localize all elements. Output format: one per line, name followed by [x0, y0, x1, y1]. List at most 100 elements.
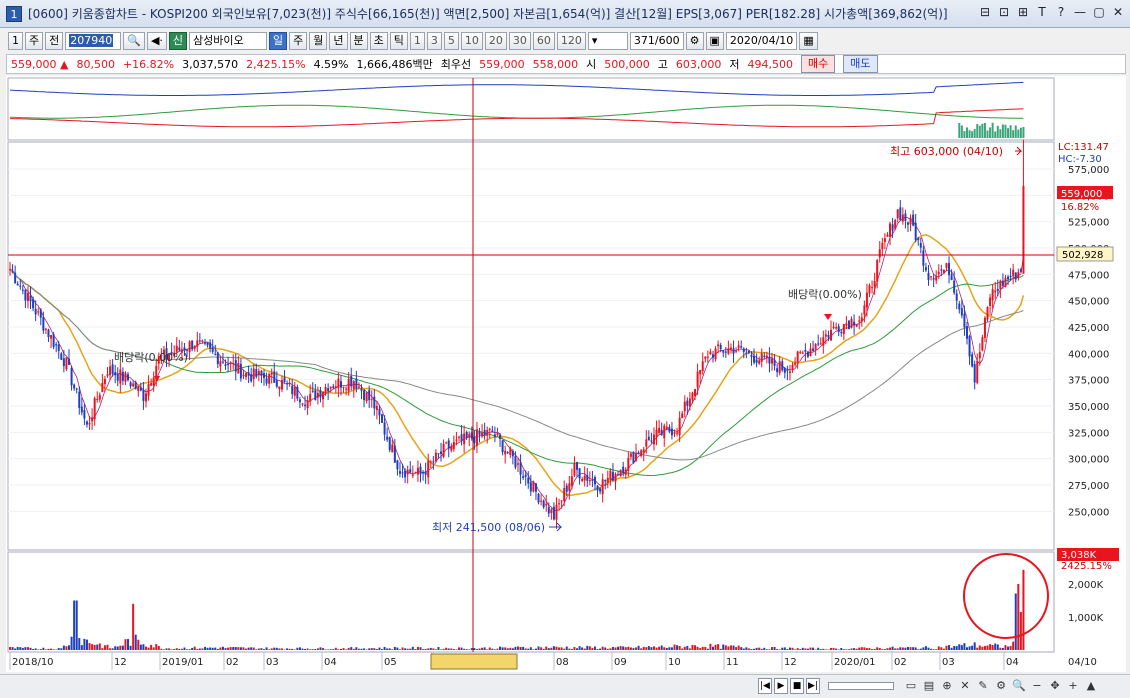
- candle-body: [817, 343, 820, 345]
- volume-bar: [132, 603, 135, 650]
- volume-bar: [570, 649, 573, 650]
- candle-body: [144, 393, 147, 402]
- next-icon[interactable]: ▶|: [806, 678, 820, 694]
- volume-bar: [11, 647, 14, 650]
- candle-body: [160, 355, 163, 357]
- move-icon[interactable]: ✥: [1050, 679, 1060, 692]
- interval-day[interactable]: 일: [269, 32, 288, 50]
- candle-body: [411, 474, 414, 476]
- candle-body: [132, 383, 135, 387]
- interval-tick[interactable]: 틱: [389, 32, 408, 50]
- candle-body: [129, 382, 132, 387]
- interval-year[interactable]: 년: [329, 32, 348, 50]
- volume-bar: [971, 645, 974, 650]
- maximize-button[interactable]: ▢: [1093, 5, 1105, 19]
- stop-icon[interactable]: ■: [790, 678, 804, 694]
- volume-bar: [860, 647, 863, 650]
- minus-icon[interactable]: −: [1032, 679, 1042, 692]
- volume-bar: [121, 645, 124, 650]
- interval-month[interactable]: 월: [309, 32, 328, 50]
- close-button[interactable]: ✕: [1112, 5, 1124, 19]
- print-icon[interactable]: ▤: [923, 679, 935, 692]
- interval-second[interactable]: 초: [369, 32, 388, 50]
- layout-split-icon[interactable]: ⊟: [979, 5, 991, 19]
- period-type-select[interactable]: 주: [25, 32, 44, 50]
- volume-bar: [332, 649, 335, 650]
- range-20[interactable]: 20: [484, 32, 507, 50]
- candle-body: [304, 404, 307, 407]
- layout-tile-icon[interactable]: ⊡: [998, 5, 1010, 19]
- direction-select[interactable]: 전: [45, 32, 64, 50]
- current-price-label: 559,000: [1061, 189, 1102, 200]
- stock-chart[interactable]: 575,000550,000525,000500,000475,000450,0…: [6, 76, 1126, 672]
- layout-grid-icon[interactable]: ⊞: [1017, 5, 1029, 19]
- chart-tool-icon[interactable]: ⚙: [685, 32, 704, 50]
- first-icon[interactable]: |◀: [758, 678, 772, 694]
- dividend-annotation-1: 배당락(0.00%): [114, 351, 188, 364]
- candle-body: [832, 326, 835, 328]
- window-icon[interactable]: ▭: [905, 679, 917, 692]
- search-icon[interactable]: 🔍: [123, 32, 145, 50]
- candle-body: [198, 340, 201, 342]
- date-input[interactable]: 2020/04/10: [725, 32, 798, 50]
- volume-bar: [457, 647, 460, 650]
- chart-scrollbar[interactable]: [828, 682, 894, 690]
- settings-icon[interactable]: ⚙: [996, 679, 1006, 692]
- range-60[interactable]: 60: [532, 32, 555, 50]
- range-10[interactable]: 10: [460, 32, 483, 50]
- stock-name-field[interactable]: 삼성바이오: [189, 32, 268, 50]
- play-icon[interactable]: ▶: [774, 678, 788, 694]
- volume-bar: [393, 646, 396, 650]
- speaker-icon[interactable]: ◀·: [146, 32, 167, 50]
- range-30[interactable]: 30: [508, 32, 531, 50]
- sell-button[interactable]: 매도: [843, 55, 878, 73]
- volume-bar: [391, 649, 394, 650]
- plus-icon[interactable]: +: [1068, 679, 1078, 692]
- range-120[interactable]: 120: [556, 32, 586, 50]
- up-icon[interactable]: ▲: [1086, 679, 1096, 692]
- candle-body: [427, 460, 430, 478]
- candle-body: [865, 292, 868, 308]
- range-dropdown[interactable]: ▾: [587, 32, 628, 50]
- volume-bar: [227, 647, 230, 650]
- interval-minute[interactable]: 분: [349, 32, 368, 50]
- range-3[interactable]: 3: [426, 32, 442, 50]
- search-zoom-icon[interactable]: 🔍: [1012, 679, 1026, 692]
- volume-bar: [309, 649, 312, 650]
- range-5[interactable]: 5: [443, 32, 459, 50]
- volume-bar: [193, 646, 196, 650]
- save-icon[interactable]: ▣: [705, 32, 724, 50]
- candle-body: [296, 386, 299, 399]
- font-icon[interactable]: T: [1038, 5, 1046, 19]
- toolbar-badge[interactable]: 1: [8, 32, 23, 50]
- stock-code-input[interactable]: 207940: [65, 32, 122, 50]
- candle-body: [65, 357, 68, 370]
- zoom-icon[interactable]: ⊕: [942, 679, 952, 692]
- volume-bar: [529, 647, 532, 650]
- volume-bar: [188, 649, 191, 650]
- cross-icon[interactable]: ✕: [960, 679, 970, 692]
- volume-bar: [593, 646, 596, 650]
- candle-body: [645, 439, 648, 447]
- volume-bar: [540, 647, 543, 650]
- volume-bar: [245, 648, 248, 650]
- candle-body: [263, 373, 265, 378]
- candle-body: [529, 482, 532, 492]
- interval-week[interactable]: 주: [289, 32, 308, 50]
- calendar-icon[interactable]: ▦: [799, 32, 818, 50]
- volume-bar: [47, 648, 50, 650]
- help-icon[interactable]: ?: [1057, 5, 1065, 19]
- tool-icon[interactable]: ✎: [978, 679, 988, 692]
- buy-button[interactable]: 매수: [801, 55, 836, 73]
- range-1[interactable]: 1: [409, 32, 425, 50]
- candle-body: [19, 285, 22, 287]
- new-badge[interactable]: 신: [168, 32, 188, 50]
- candle-body: [178, 347, 181, 351]
- count-input[interactable]: 371/600: [629, 32, 684, 50]
- candle-body: [889, 223, 892, 237]
- candle-body: [391, 444, 394, 453]
- minimize-button[interactable]: —: [1074, 5, 1086, 19]
- volume-bar: [663, 647, 666, 650]
- candle-body: [68, 358, 71, 365]
- volume-bar: [250, 647, 253, 650]
